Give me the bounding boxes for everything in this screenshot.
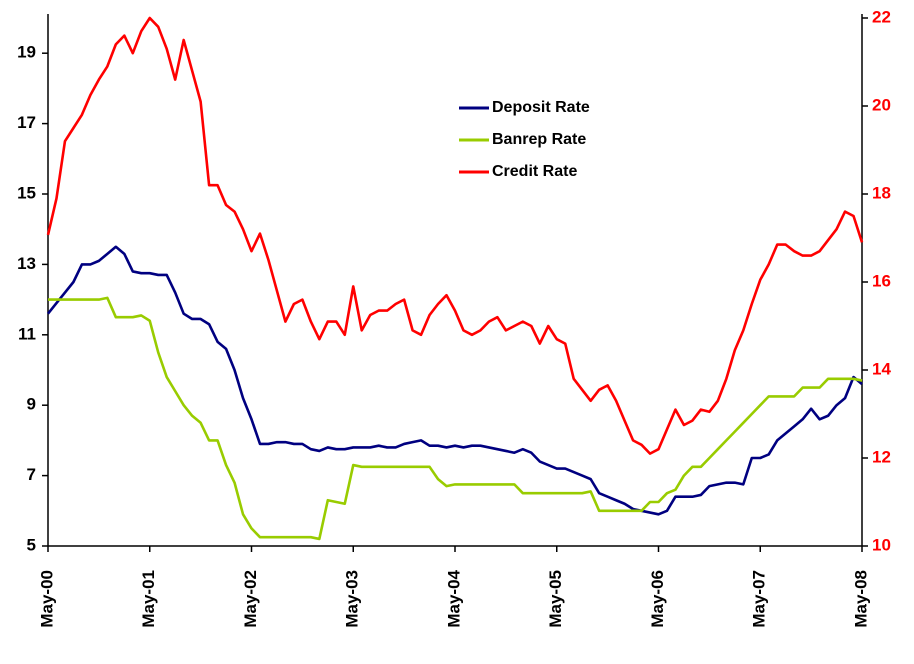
- y-tick-label: 19: [17, 43, 36, 62]
- y-tick-label: 15: [17, 183, 36, 202]
- legend-label: Deposit Rate: [492, 99, 590, 116]
- series-line: [46, 16, 864, 455]
- x-tick-label: May-03: [343, 570, 362, 628]
- y-tick-label: 9: [27, 395, 36, 414]
- y-tick-label: 5: [27, 535, 36, 554]
- series-line: [46, 245, 863, 516]
- legend-label: Banrep Rate: [492, 131, 586, 148]
- y2-tick-label: 16: [872, 271, 891, 290]
- y-tick-label: 17: [17, 113, 36, 132]
- x-tick-label: May-05: [546, 570, 565, 628]
- y2-tick-label: 20: [872, 95, 891, 114]
- x-tick-label: May-04: [444, 569, 463, 627]
- y2-tick-label: 14: [872, 359, 891, 378]
- y2-tick-label: 22: [872, 7, 891, 26]
- y-tick-label: 11: [18, 324, 36, 343]
- x-tick-label: May-06: [648, 570, 667, 628]
- x-tick-label: May-02: [241, 570, 260, 628]
- legend-label: Credit Rate: [492, 163, 577, 180]
- y-tick-label: 13: [17, 254, 36, 273]
- x-tick-label: May-07: [750, 570, 769, 628]
- y2-tick-label: 18: [872, 183, 891, 202]
- x-tick-label: May-08: [851, 570, 870, 628]
- y2-tick-label: 10: [872, 535, 891, 554]
- y-tick-label: 7: [27, 465, 36, 484]
- x-tick-label: May-00: [37, 570, 56, 628]
- y2-tick-label: 12: [872, 447, 891, 466]
- x-tick-label: May-01: [139, 570, 158, 628]
- series-line: [48, 296, 863, 541]
